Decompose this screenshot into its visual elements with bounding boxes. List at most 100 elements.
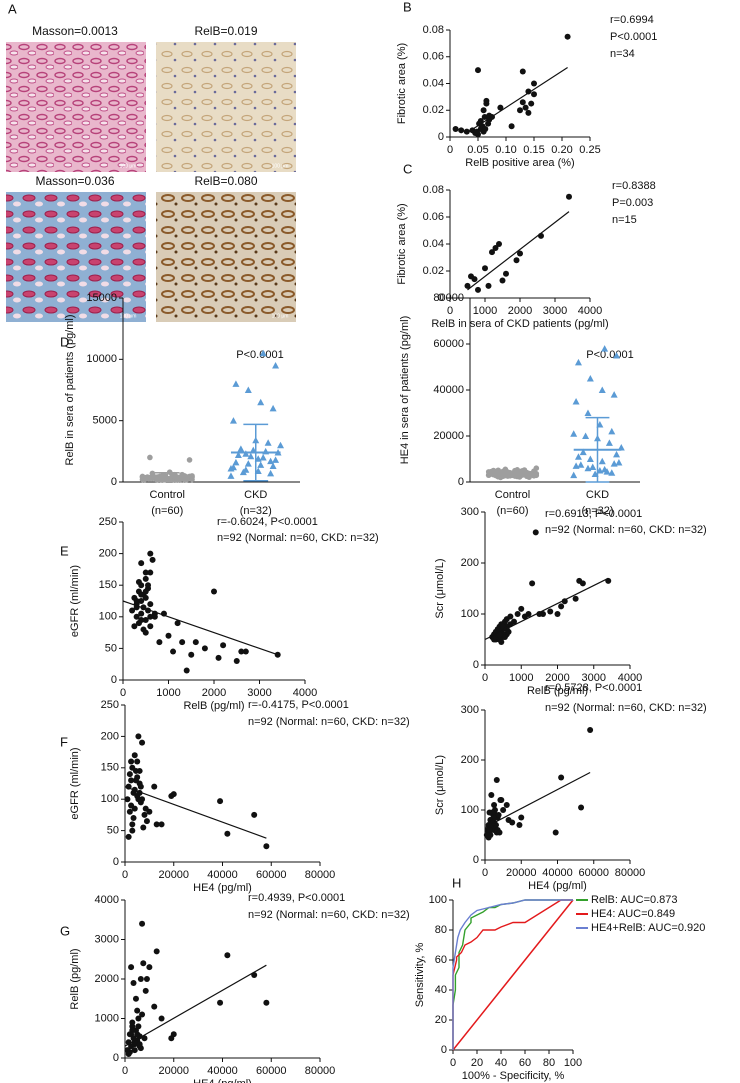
point bbox=[552, 829, 559, 836]
point bbox=[488, 792, 495, 798]
point bbox=[239, 468, 247, 476]
point bbox=[151, 783, 158, 790]
point bbox=[133, 598, 140, 604]
annotation: P<0.0001 bbox=[610, 31, 657, 43]
x-tick-note: (n=60) bbox=[496, 505, 528, 517]
point bbox=[267, 469, 275, 477]
legend-label: RelB: AUC=0.873 bbox=[591, 894, 678, 906]
panel-label: C bbox=[403, 161, 412, 176]
x-tick-label: 0 bbox=[482, 867, 488, 879]
panel-label: B bbox=[403, 0, 412, 14]
point bbox=[134, 1007, 141, 1014]
point bbox=[598, 457, 606, 465]
point bbox=[531, 91, 537, 98]
point bbox=[572, 398, 580, 405]
y-tick-label: 100 bbox=[429, 894, 447, 906]
point bbox=[138, 610, 145, 617]
point bbox=[554, 611, 561, 617]
point bbox=[247, 452, 255, 460]
point bbox=[134, 1031, 141, 1038]
point bbox=[514, 611, 521, 617]
point bbox=[237, 445, 245, 452]
annotation: n=15 bbox=[612, 214, 637, 226]
y-tick-label: 40 bbox=[435, 984, 447, 996]
y-axis-label: eGFR (ml/min) bbox=[69, 565, 81, 637]
point bbox=[133, 613, 140, 620]
x-tick-label: 40000 bbox=[542, 867, 573, 879]
point bbox=[131, 1039, 138, 1046]
micrograph bbox=[156, 42, 296, 172]
point bbox=[224, 952, 231, 959]
point bbox=[482, 265, 488, 272]
y-tick-label: 2000 bbox=[95, 973, 119, 985]
point bbox=[500, 807, 507, 813]
y-tick-label: 0.04 bbox=[423, 77, 444, 89]
y-tick-label: 0 bbox=[438, 292, 444, 304]
point bbox=[532, 529, 539, 536]
point bbox=[566, 193, 572, 200]
x-tick-label: Control bbox=[495, 489, 530, 501]
chart-panel: C 0 0.02 0.04 0.06 0.08 0 1000 2000 3000 4000 Fibro… bbox=[396, 161, 656, 329]
x-tick-label: 2000 bbox=[202, 687, 226, 699]
point bbox=[509, 819, 516, 826]
y-tick-label: 0 bbox=[113, 856, 119, 868]
x-tick-label: 4000 bbox=[578, 305, 602, 317]
point bbox=[170, 791, 177, 798]
trendline bbox=[122, 600, 278, 656]
point bbox=[183, 667, 190, 674]
point bbox=[463, 128, 470, 135]
annotation: n=92 (Normal: n=60, CKD: n=32) bbox=[217, 532, 379, 544]
annotation: P<0.0001 bbox=[586, 349, 633, 361]
point bbox=[498, 639, 505, 646]
y-axis-label: Scr (μmol/L) bbox=[434, 558, 446, 618]
point bbox=[170, 648, 177, 655]
point bbox=[475, 67, 481, 74]
point bbox=[259, 453, 267, 461]
point bbox=[277, 441, 285, 449]
x-tick-label: 0 bbox=[122, 869, 128, 881]
point bbox=[495, 467, 502, 474]
x-tick-label: 0 bbox=[122, 1065, 128, 1077]
point bbox=[578, 804, 585, 811]
point bbox=[452, 125, 459, 132]
legend-label: HE4+RelB: AUC=0.920 bbox=[591, 922, 705, 934]
point bbox=[151, 613, 158, 620]
point bbox=[135, 579, 142, 586]
point bbox=[586, 375, 594, 382]
chart-panel: 0 100 200 300 0 20000 40000 60000 80000 Scr (μmol… bbox=[434, 682, 707, 892]
y-tick-label: 5000 bbox=[93, 415, 117, 427]
point bbox=[517, 107, 523, 114]
x-tick-label: Control bbox=[150, 489, 185, 501]
point bbox=[613, 450, 621, 458]
point bbox=[272, 361, 280, 369]
point bbox=[613, 352, 621, 359]
y-tick-label: 50 bbox=[105, 642, 117, 654]
trendline bbox=[124, 786, 267, 839]
point bbox=[126, 808, 133, 815]
point bbox=[608, 427, 616, 435]
y-tick-label: 0 bbox=[111, 476, 117, 488]
point bbox=[528, 100, 535, 107]
point bbox=[533, 465, 540, 472]
image-caption: RelB=0.080 bbox=[194, 174, 257, 188]
point bbox=[186, 457, 193, 463]
annotation: n=92 (Normal: n=60, CKD: n=32) bbox=[248, 716, 410, 728]
x-tick-label: 40000 bbox=[207, 869, 238, 881]
point bbox=[147, 550, 154, 557]
point bbox=[482, 125, 489, 132]
point bbox=[217, 999, 224, 1006]
point bbox=[263, 843, 270, 850]
point bbox=[224, 830, 231, 837]
point bbox=[257, 398, 265, 406]
point bbox=[570, 471, 578, 479]
point bbox=[129, 607, 136, 614]
x-tick-label: 80 bbox=[543, 1057, 555, 1069]
x-tick-label: 60 bbox=[519, 1057, 531, 1069]
annotation: r=-0.4175, P<0.0001 bbox=[248, 699, 349, 711]
point bbox=[141, 1035, 148, 1042]
point bbox=[464, 282, 471, 289]
point bbox=[496, 829, 503, 836]
point bbox=[147, 454, 153, 461]
x-tick-label: 60000 bbox=[256, 869, 287, 881]
